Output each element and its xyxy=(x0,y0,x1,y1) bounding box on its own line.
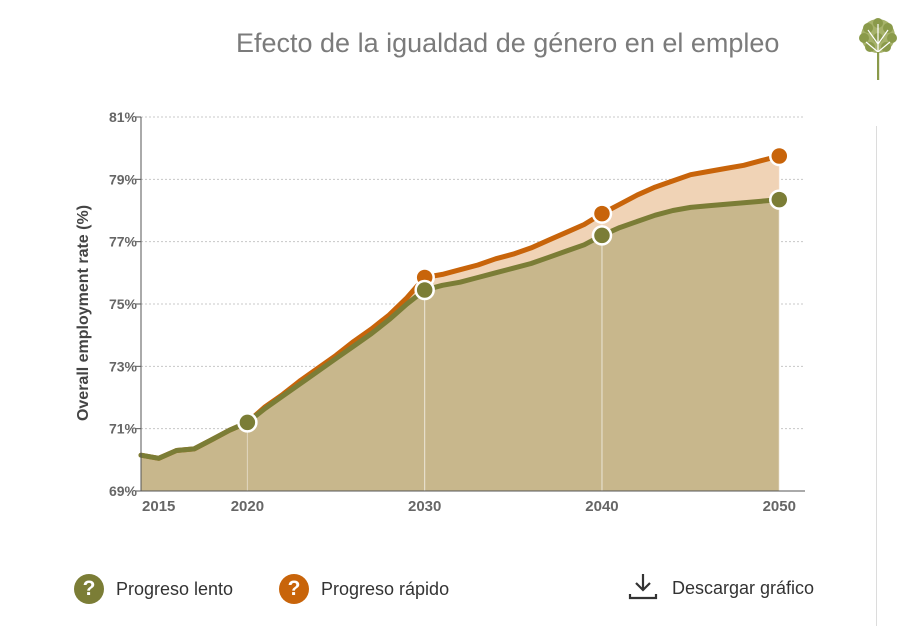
y-tick-label: 79% xyxy=(109,171,138,187)
x-tick-label: 2050 xyxy=(763,498,796,515)
y-axis-title: Overall employment rate (%) xyxy=(75,204,92,422)
y-tick-label: 81% xyxy=(109,109,138,125)
question-icon: ? xyxy=(279,574,309,604)
data-point xyxy=(591,225,613,246)
y-tick-label: 75% xyxy=(109,296,138,312)
chart-title: Efecto de la igualdad de género en el em… xyxy=(236,28,780,58)
y-tick-label: 71% xyxy=(109,421,138,437)
tree-logo-icon xyxy=(852,14,904,82)
legend-label: Progreso rápido xyxy=(321,578,450,599)
data-point xyxy=(414,279,435,301)
x-tick-label: 2015 xyxy=(142,498,175,515)
download-button[interactable]: Descargar gráfico xyxy=(628,572,814,605)
question-icon: ? xyxy=(74,574,104,604)
chart-areas xyxy=(141,156,780,491)
series-markers xyxy=(237,145,790,433)
data-point xyxy=(237,412,258,433)
x-tick-label: 2020 xyxy=(231,498,264,515)
series-area xyxy=(141,199,780,491)
legend-label: Progreso lento xyxy=(116,578,234,599)
x-tick-label: 2030 xyxy=(408,498,441,515)
legend-item-fast[interactable]: ? Progreso rápido xyxy=(279,574,449,604)
download-label: Descargar gráfico xyxy=(672,578,815,598)
legend-item-slow[interactable]: ? Progreso lento xyxy=(74,574,233,604)
data-point xyxy=(769,145,790,167)
download-icon xyxy=(628,572,658,605)
data-point xyxy=(591,203,613,224)
divider xyxy=(876,126,877,626)
x-tick-label: 2040 xyxy=(585,498,618,515)
y-tick-label: 73% xyxy=(109,358,138,374)
y-tick-label: 69% xyxy=(109,483,138,499)
y-tick-label: 77% xyxy=(109,234,138,250)
axes: 69% 71% 73% 75% 77% 79% 81% 2015 2020 2030 2040 205… xyxy=(109,109,805,515)
drop-lines xyxy=(246,155,780,491)
data-point xyxy=(769,189,790,210)
